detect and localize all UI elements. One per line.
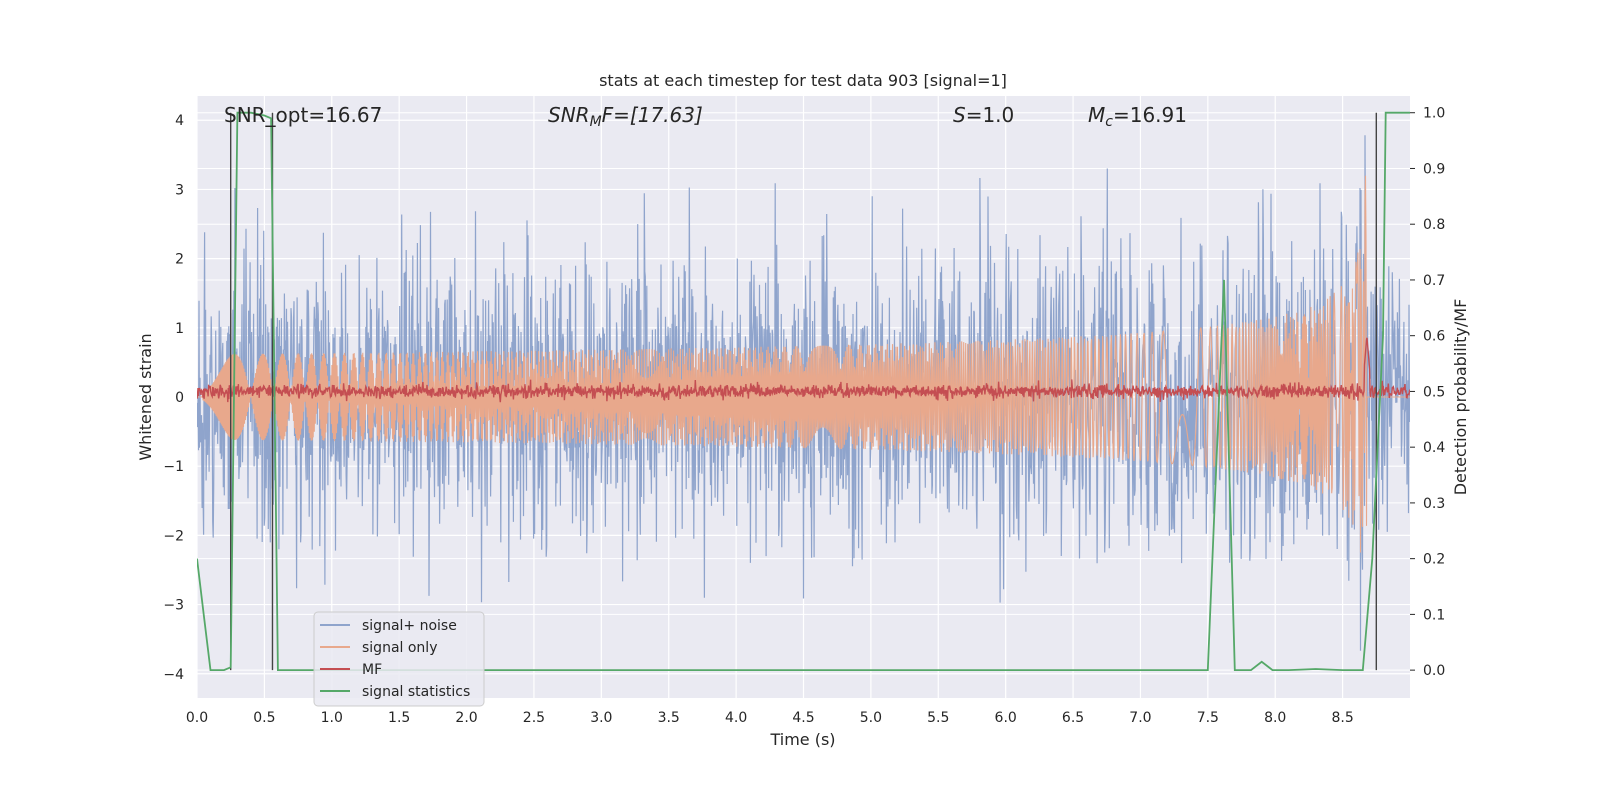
right-y-tick-label: 0.0 — [1423, 663, 1445, 679]
series-signal-statistics — [197, 111, 1410, 671]
left-y-tick-label: 2 — [175, 252, 184, 268]
legend-label-signal-noise: signal+ noise — [362, 618, 457, 634]
right-y-axis: 1.0 0.9 0.8 0.7 0.6 0.5 0.4 0.3 0.2 0.1 0.0 — [1410, 106, 1445, 679]
x-tick-label: 4.0 — [725, 710, 747, 726]
x-tick-label: 6.0 — [995, 710, 1017, 726]
right-y-tick-label: 0.4 — [1423, 440, 1445, 456]
right-y-tick-label: 0.5 — [1423, 384, 1445, 400]
x-tick-label: 7.0 — [1129, 710, 1151, 726]
legend-box — [313, 611, 485, 707]
x-tick-label: 0.0 — [186, 710, 208, 726]
legend-label-signal-statistics: signal statistics — [362, 684, 470, 700]
left-y-tick-label: 3 — [175, 182, 184, 198]
chart-title: stats at each timestep for test data 903… — [599, 71, 1007, 90]
right-y-tick-label: 0.1 — [1423, 607, 1445, 623]
left-y-tick-label: −4 — [163, 667, 184, 683]
left-y-tick-label: −2 — [163, 528, 184, 544]
left-y-tick-label: 1 — [175, 321, 184, 337]
s-value: =1.0 — [966, 103, 1015, 127]
x-axis: 0.0 0.5 1.0 1.5 2.0 2.5 3.0 3.5 4.0 4.5 5.0 5.5 6.0 6… — [186, 710, 1354, 726]
x-tick-label: 1.5 — [388, 710, 410, 726]
series-signal-only — [197, 175, 1410, 553]
mc-sub: c — [1105, 114, 1113, 130]
snr-mf-rest: F=[17.63] — [602, 103, 703, 127]
legend-label-mf: MF — [362, 662, 382, 678]
x-axis-label: Time (s) — [769, 730, 835, 749]
x-tick-label: 8.5 — [1331, 710, 1353, 726]
x-tick-label: 4.5 — [792, 710, 814, 726]
right-y-tick-label: 0.6 — [1423, 329, 1445, 345]
left-y-tick-label: −3 — [163, 598, 184, 614]
x-tick-label: 3.0 — [590, 710, 612, 726]
x-tick-label: 0.5 — [253, 710, 275, 726]
s-label: S — [953, 103, 966, 127]
right-y-tick-label: 1.0 — [1423, 106, 1445, 122]
x-tick-label: 1.0 — [321, 710, 343, 726]
x-tick-label: 8.0 — [1264, 710, 1286, 726]
x-tick-label: 6.5 — [1062, 710, 1084, 726]
right-y-tick-label: 0.2 — [1423, 552, 1445, 568]
mc-base: M — [1088, 103, 1105, 127]
annotation-snr-opt: SNR_opt=16.67 — [224, 103, 382, 127]
right-y-tick-label: 0.9 — [1423, 161, 1445, 177]
left-y-axis: 4 3 2 1 0 −1 −2 −3 −4 — [163, 113, 184, 683]
right-y-axis-label: Detection probability/MF — [1451, 299, 1470, 496]
x-tick-label: 2.0 — [455, 710, 477, 726]
annotation-s: S=1.0 — [953, 103, 1014, 127]
x-tick-label: 3.5 — [658, 710, 680, 726]
left-y-tick-label: 0 — [175, 390, 184, 406]
series-mf — [197, 337, 1410, 403]
legend: signal+ noise signal only MF signal stat… — [313, 611, 485, 707]
x-tick-label: 2.5 — [523, 710, 545, 726]
annotation-snr-mf: SNRMF=[17.63] — [548, 103, 703, 130]
left-y-tick-label: −1 — [163, 459, 184, 475]
snr-mf-base: SNR — [548, 103, 590, 127]
right-y-tick-label: 0.3 — [1423, 496, 1445, 512]
left-y-axis-label: Whitened strain — [136, 333, 155, 460]
snr-mf-sub: M — [590, 114, 602, 130]
left-y-tick-label: 4 — [175, 113, 184, 129]
x-tick-label: 5.5 — [927, 710, 949, 726]
x-tick-label: 5.0 — [860, 710, 882, 726]
x-tick-label: 7.5 — [1197, 710, 1219, 726]
annotation-mc: Mc=16.91 — [1088, 103, 1187, 130]
mc-value: =16.91 — [1113, 103, 1187, 127]
legend-label-signal-only: signal only — [362, 640, 437, 656]
right-y-tick-label: 0.7 — [1423, 273, 1445, 289]
right-y-tick-label: 0.8 — [1423, 217, 1445, 233]
